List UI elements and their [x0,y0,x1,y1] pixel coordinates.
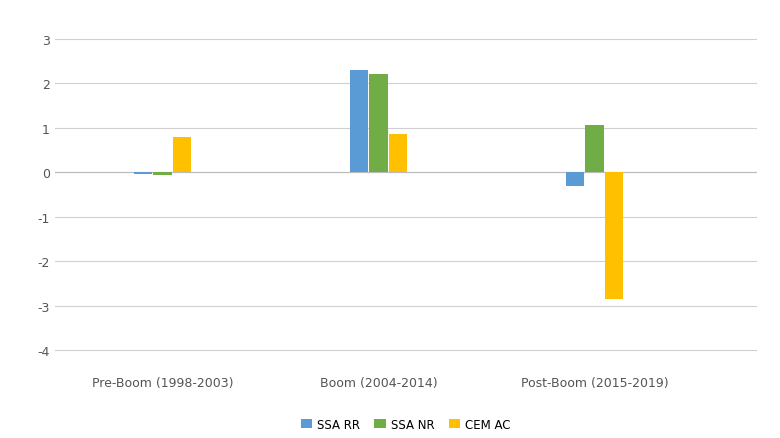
Bar [388,135,407,173]
Bar [604,173,623,299]
Bar [173,138,191,173]
Bar [154,173,172,176]
Bar [350,71,368,173]
Bar [566,173,584,186]
Bar [134,173,152,175]
Bar [585,125,604,173]
Bar [370,75,388,173]
Legend: SSA RR, SSA NR, CEM AC: SSA RR, SSA NR, CEM AC [296,413,516,435]
